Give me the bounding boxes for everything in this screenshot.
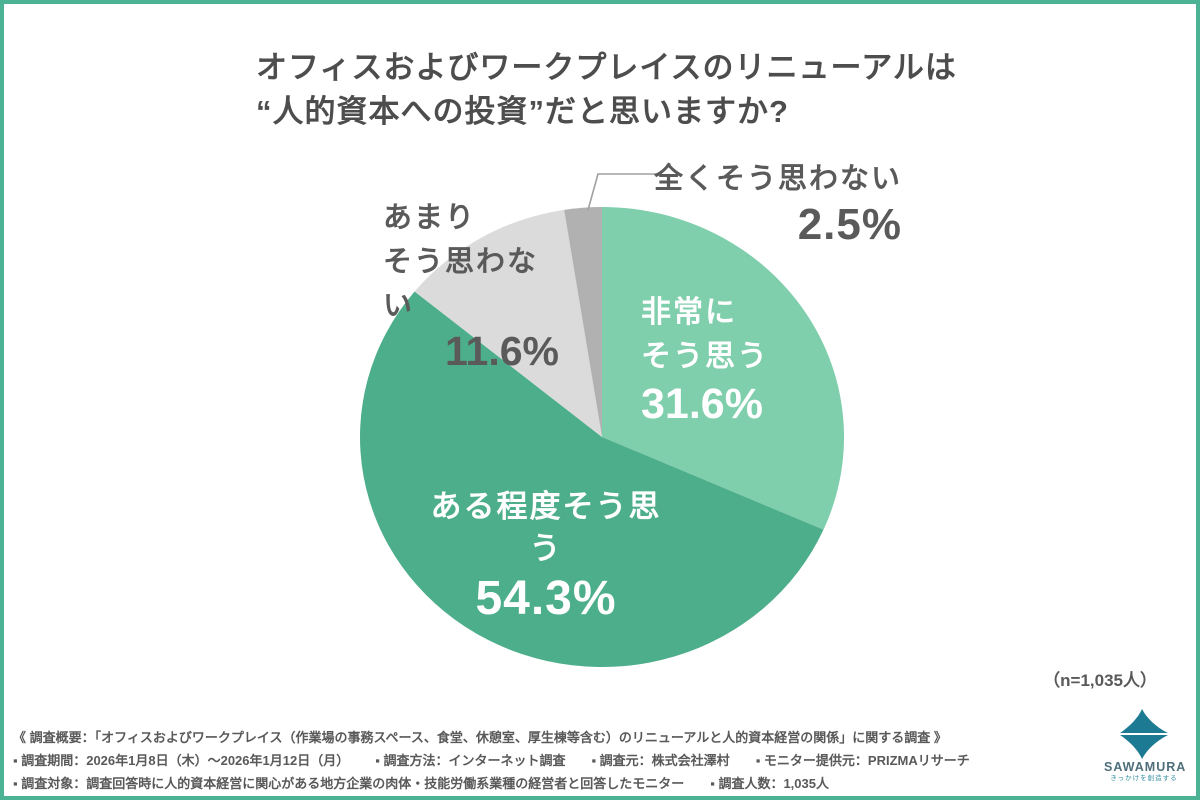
label-somewhat-disagree: あまり そう思わない 11.6%: [383, 196, 559, 374]
label-strongly-disagree: 全くそう思わない 2.5%: [640, 158, 902, 250]
label-somewhat-agree: ある程度そう思う 54.3%: [418, 486, 674, 628]
sawamura-logo-tagline: きっかけを創造する: [1110, 775, 1178, 782]
leader-line: [587, 173, 662, 211]
survey-overview-line1: 《 調査概要：「オフィスおよびワークプレイス（作業場の事務スペース、食堂、休憩室…: [13, 730, 947, 745]
label-somewhat-disagree-line1: あまり: [383, 202, 477, 234]
label-somewhat-agree-text: ある程度そう思う: [430, 489, 662, 566]
pie-slice-1: [360, 291, 824, 667]
sample-size-note: （n=1,035人）: [1043, 671, 1157, 690]
footer-item: ▪ 調査期間：2026年1月8日（木）〜2026年1月12日（月）: [13, 753, 350, 768]
chart-title-line1: オフィスおよびワークプレイスのリニューアルは: [256, 50, 957, 85]
value-somewhat-agree: 54.3%: [475, 572, 617, 625]
survey-overview-footer: 《 調査概要：「オフィスおよびワークプレイス（作業場の事務スペース、食堂、休憩室…: [13, 726, 1095, 795]
pie-slice-0: [602, 207, 844, 530]
pie-slice-2: [414, 209, 602, 437]
chart-title: オフィスおよびワークプレイスのリニューアルは “人的資本への投資”だと思いますか…: [256, 46, 957, 134]
label-strongly-agree-line1: 非常に: [641, 296, 737, 329]
label-somewhat-disagree-line2: そう思わない: [383, 246, 539, 322]
value-somewhat-disagree: 11.6%: [445, 328, 559, 374]
value-strongly-agree: 31.6%: [641, 380, 763, 428]
footer-item: ▪ モニター提供元：PRIZMAリサーチ: [755, 753, 970, 768]
pie-slice-3: [564, 207, 602, 437]
sawamura-logo: SAWAMURA きっかけを創造する: [1104, 708, 1187, 783]
label-strongly-disagree-text: 全くそう思わない: [653, 163, 902, 195]
footer-item: ▪ 調査対象：調査回答時に人的資本経営に関心がある地方企業の肉体・技能労働系業種…: [13, 776, 685, 791]
chart-title-line2: “人的資本への投資”だと思いますか?: [256, 94, 789, 129]
sawamura-logo-text: SAWAMURA: [1104, 760, 1187, 774]
sawamura-logo-icon: [1120, 709, 1168, 759]
pie-chart: [360, 207, 844, 667]
label-strongly-agree-line2: そう思う: [641, 340, 769, 373]
value-strongly-disagree: 2.5%: [797, 200, 902, 249]
footer-item: ▪ 調査元：株式会社澤村: [591, 753, 730, 768]
survey-overview-line3: ▪ 調査対象：調査回答時に人的資本経営に関心がある地方企業の肉体・技能労働系業種…: [13, 772, 1095, 795]
footer-item: ▪ 調査方法：インターネット調査: [375, 753, 566, 768]
footer-item: ▪ 調査人数：1,035人: [710, 776, 829, 791]
survey-overview-line2: ▪ 調査期間：2026年1月8日（木）〜2026年1月12日（月） ▪ 調査方法：…: [13, 749, 1095, 772]
label-strongly-agree: 非常に そう思う 31.6%: [641, 291, 769, 429]
